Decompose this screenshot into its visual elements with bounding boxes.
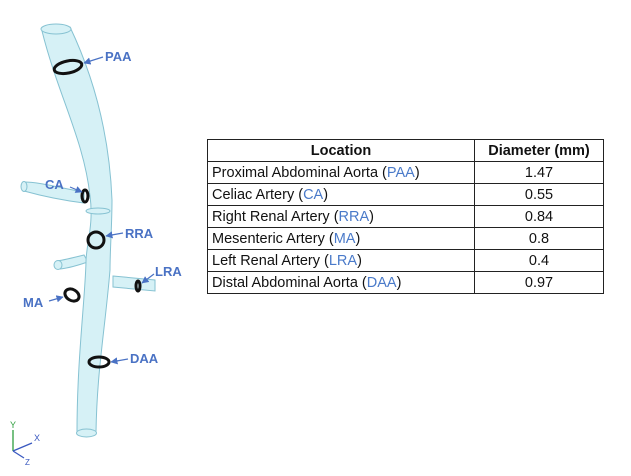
header-location: Location: [207, 139, 475, 162]
table-row: Left Renal Artery (LRA) 0.4: [207, 249, 604, 272]
axis-z-label: Z: [25, 458, 30, 467]
measurement-rings: [52, 58, 142, 369]
diameter-table: Location Diameter (mm) Proximal Abdomina…: [207, 139, 604, 294]
axis-x-line: [12, 442, 33, 452]
ring-ca: [80, 188, 90, 204]
location-name: Right Renal Artery: [212, 208, 330, 225]
location-name: Celiac Artery: [212, 186, 295, 203]
label-daa: DAA: [130, 351, 159, 366]
header-diameter: Diameter (mm): [474, 139, 604, 162]
axis-z-line: [12, 450, 25, 459]
location-name: Left Renal Artery: [212, 252, 320, 269]
label-paa: PAA: [105, 49, 132, 64]
location-cell: Right Renal Artery (RRA): [207, 205, 475, 228]
ring-paa: [52, 58, 84, 76]
arrow-ca: [69, 186, 83, 193]
label-ma: MA: [23, 295, 44, 310]
label-arrows: [48, 56, 155, 365]
table-row: Right Renal Artery (RRA) 0.84: [207, 205, 604, 228]
aorta-tube: [41, 26, 113, 433]
table-row: Proximal Abdominal Aorta (PAA) 1.47: [207, 161, 604, 184]
table-row: Distal Abdominal Aorta (DAA) 0.97: [207, 271, 604, 294]
location-cell: Proximal Abdominal Aorta (PAA): [207, 161, 475, 184]
ring-lra: [134, 279, 142, 293]
vessel-model: [20, 23, 156, 438]
diameter-table-container: Location Diameter (mm) Proximal Abdomina…: [207, 139, 604, 294]
location-cell: Mesenteric Artery (MA): [207, 227, 475, 250]
label-ca: CA: [45, 177, 64, 192]
ring-rra: [86, 230, 106, 250]
location-cell: Left Renal Artery (LRA): [207, 249, 475, 272]
arrow-daa: [110, 357, 129, 365]
vessel-labels: PAA CA RRA LRA MA DAA: [23, 49, 182, 366]
location-abbr: CA: [303, 186, 324, 203]
diameter-cell: 0.4: [474, 249, 604, 272]
celiac-branch-end: [20, 181, 28, 192]
diameter-cell: 0.84: [474, 205, 604, 228]
location-abbr: LRA: [328, 252, 358, 269]
location-abbr: MA: [333, 230, 356, 247]
label-lra: LRA: [155, 264, 182, 279]
diameter-cell: 0.8: [474, 227, 604, 250]
axis-triad: Y X Z: [10, 420, 40, 467]
diameter-cell: 0.55: [474, 183, 604, 206]
table-header-row: Location Diameter (mm): [207, 139, 604, 162]
ring-ma: [63, 287, 81, 303]
axis-x-label: X: [34, 433, 40, 443]
aorta-bottom-opening: [76, 428, 97, 438]
table-row: Mesenteric Artery (MA) 0.8: [207, 227, 604, 250]
location-name: Proximal Abdominal Aorta: [212, 164, 379, 181]
location-cell: Celiac Artery (CA): [207, 183, 475, 206]
arrow-ma: [48, 295, 64, 303]
arrow-lra: [141, 273, 155, 284]
mesenteric-branch-end: [53, 260, 63, 270]
arrow-rra: [105, 231, 124, 239]
ring-daa: [87, 355, 111, 369]
aorta-top-opening: [40, 23, 72, 35]
diameter-cell: 1.47: [474, 161, 604, 184]
location-cell: Distal Abdominal Aorta (DAA): [207, 271, 475, 294]
location-abbr: DAA: [366, 274, 397, 291]
axis-y-label: Y: [10, 420, 16, 430]
location-name: Distal Abdominal Aorta: [212, 274, 358, 291]
location-abbr: PAA: [386, 164, 415, 181]
table-row: Celiac Artery (CA) 0.55: [207, 183, 604, 206]
arrow-paa: [83, 56, 104, 65]
location-name: Mesenteric Artery: [212, 230, 325, 247]
location-abbr: RRA: [338, 208, 370, 225]
label-rra: RRA: [125, 226, 154, 241]
aorta-joint: [85, 207, 111, 215]
diameter-cell: 0.97: [474, 271, 604, 294]
